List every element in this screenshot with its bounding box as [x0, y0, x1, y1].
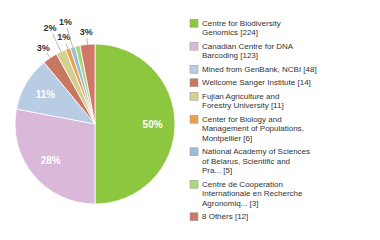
legend-item: Centre for BiodiversityGenomics [224] — [190, 19, 281, 38]
data-labels: 50% 28% 11% 3% 2%1% 1% 3% — [36, 17, 163, 166]
legend-item: Centre de CooperationInternationale en R… — [190, 180, 303, 208]
legend-swatch — [190, 92, 198, 100]
legend-item: Wellcome Sanger Institute [14] — [190, 78, 311, 87]
legend-label-line: National Academy of Sciences — [202, 147, 310, 156]
legend-item: Canadian Centre for DNABarcoding [123] — [190, 42, 294, 61]
leader-line — [67, 28, 73, 47]
legend-label: Centre de CooperationInternationale en R… — [202, 180, 303, 208]
legend: Centre for BiodiversityGenomics [224] Can… — [190, 19, 317, 222]
legend-swatch — [190, 148, 198, 156]
legend-item: 8 Others [12] — [190, 212, 248, 221]
legend-label-line: Forestry University [11] — [202, 101, 284, 110]
pie-slice — [15, 109, 95, 204]
data-label: 3% — [80, 27, 93, 37]
data-label: 3% — [37, 43, 50, 53]
leader-line — [86, 38, 88, 44]
data-label: 28% — [41, 155, 61, 166]
legend-label-line: Fujian Agriculture and — [202, 92, 279, 101]
pie-slice — [95, 44, 175, 204]
legend-item: Center for Biology andManagement of Popu… — [190, 115, 304, 143]
legend-label-line: Wellcome Sanger Institute [14] — [202, 78, 311, 87]
legend-swatch — [190, 42, 198, 50]
legend-label-line: Pra... [5] — [202, 166, 232, 175]
legend-label-line: Management of Populations, — [202, 124, 304, 133]
data-label: 50% — [143, 119, 163, 130]
legend-label-line: Montpellier [6] — [202, 134, 252, 143]
leader-line — [47, 53, 50, 58]
legend-swatch — [190, 213, 198, 221]
legend-swatch — [190, 115, 198, 123]
legend-swatch — [190, 65, 198, 73]
legend-label-line: Canadian Centre for DNA — [202, 42, 294, 51]
legend-label-line: Centre de Cooperation — [202, 180, 283, 189]
legend-label-line: Genomics [224] — [202, 28, 258, 37]
leader-line — [66, 43, 68, 49]
legend-label: Wellcome Sanger Institute [14] — [202, 78, 311, 87]
legend-label: Canadian Centre for DNABarcoding [123] — [202, 42, 294, 61]
legend-label: Fujian Agriculture andForestry Universit… — [202, 92, 284, 111]
legend-item: Mined from GenBank, NCBI [48] — [190, 65, 317, 74]
data-label: 2% — [43, 23, 56, 33]
pie-slice — [80, 44, 95, 124]
legend-label-line: Center for Biology and — [202, 115, 282, 124]
legend-label: Centre for BiodiversityGenomics [224] — [202, 19, 281, 38]
pie: 50% 28% 11% 3% 2%1% 1% 3% — [15, 17, 175, 204]
legend-label-line: Internationale en Recherche — [202, 189, 303, 198]
legend-item: National Academy of Sciencesof Belarus, … — [190, 147, 310, 175]
legend-label-line: Barcoding [123] — [202, 51, 258, 60]
legend-label: Center for Biology andManagement of Popu… — [202, 115, 304, 143]
legend-swatch — [190, 79, 198, 87]
data-label: 1% — [59, 17, 72, 27]
legend-label: 8 Others [12] — [202, 212, 248, 221]
legend-swatch — [190, 180, 198, 188]
legend-label-line: Agronomiq... [3] — [202, 199, 258, 208]
legend-label-line: of Belarus, Scientific and — [202, 157, 290, 166]
legend-label-line: Mined from GenBank, NCBI [48] — [202, 65, 317, 74]
legend-label: National Academy of Sciencesof Belarus, … — [202, 147, 310, 175]
legend-label-line: Centre for Biodiversity — [202, 19, 281, 28]
legend-label: Mined from GenBank, NCBI [48] — [202, 65, 317, 74]
data-label: 1% — [57, 32, 70, 42]
data-label: 11% — [36, 89, 56, 100]
legend-item: Fujian Agriculture andForestry Universit… — [190, 92, 284, 111]
chart: 50% 28% 11% 3% 2%1% 1% 3% Centre for Biodiversi… — [0, 0, 380, 240]
legend-label-line: 8 Others [12] — [202, 212, 248, 221]
legend-swatch — [190, 19, 198, 27]
